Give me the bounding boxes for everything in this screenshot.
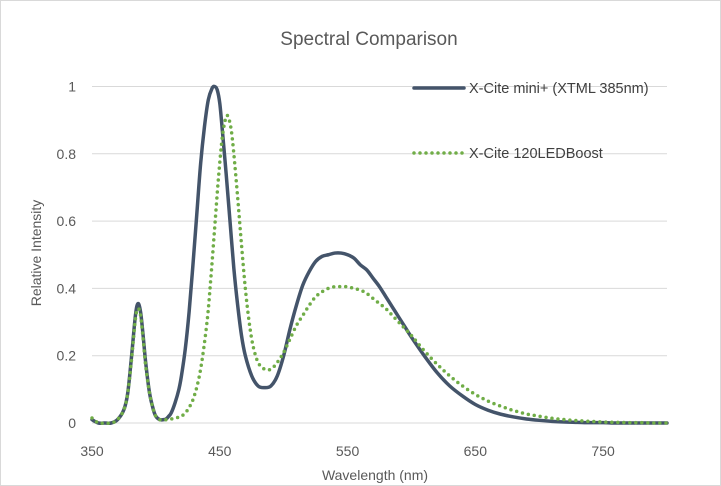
x-tick-label: 350	[80, 443, 104, 459]
y-tick-label: 0.6	[57, 213, 77, 229]
series-line-1	[90, 84, 669, 425]
y-tick-label: 0	[68, 415, 76, 431]
grid-lines	[92, 86, 667, 424]
x-tick-label: 650	[464, 443, 488, 459]
legend: X-Cite mini+ (XTML 385nm) X-Cite 120LEDBo…	[412, 81, 649, 162]
x-tick-label: 750	[591, 443, 615, 459]
y-tick-label: 1	[68, 79, 76, 95]
x-tick-label: 450	[208, 443, 232, 459]
legend-label-1: X-Cite mini+ (XTML 385nm)	[469, 81, 649, 97]
y-tick-label: 0.8	[57, 146, 77, 162]
y-tick-label: 0.2	[57, 348, 77, 364]
chart-title: Spectral Comparison	[280, 29, 457, 50]
y-axis-title: Relative Intensity	[28, 200, 44, 307]
x-tick-label: 550	[336, 443, 360, 459]
series-line-2	[90, 113, 669, 426]
x-tick-labels: 350 450 550 650 750	[80, 443, 615, 459]
x-axis-title: Wavelength (nm)	[322, 467, 428, 483]
y-tick-labels: 0 0.2 0.4 0.6 0.8 1	[57, 79, 77, 432]
legend-label-2: X-Cite 120LEDBoost	[469, 146, 603, 162]
y-tick-label: 0.4	[57, 280, 77, 296]
series-lines	[90, 84, 669, 426]
